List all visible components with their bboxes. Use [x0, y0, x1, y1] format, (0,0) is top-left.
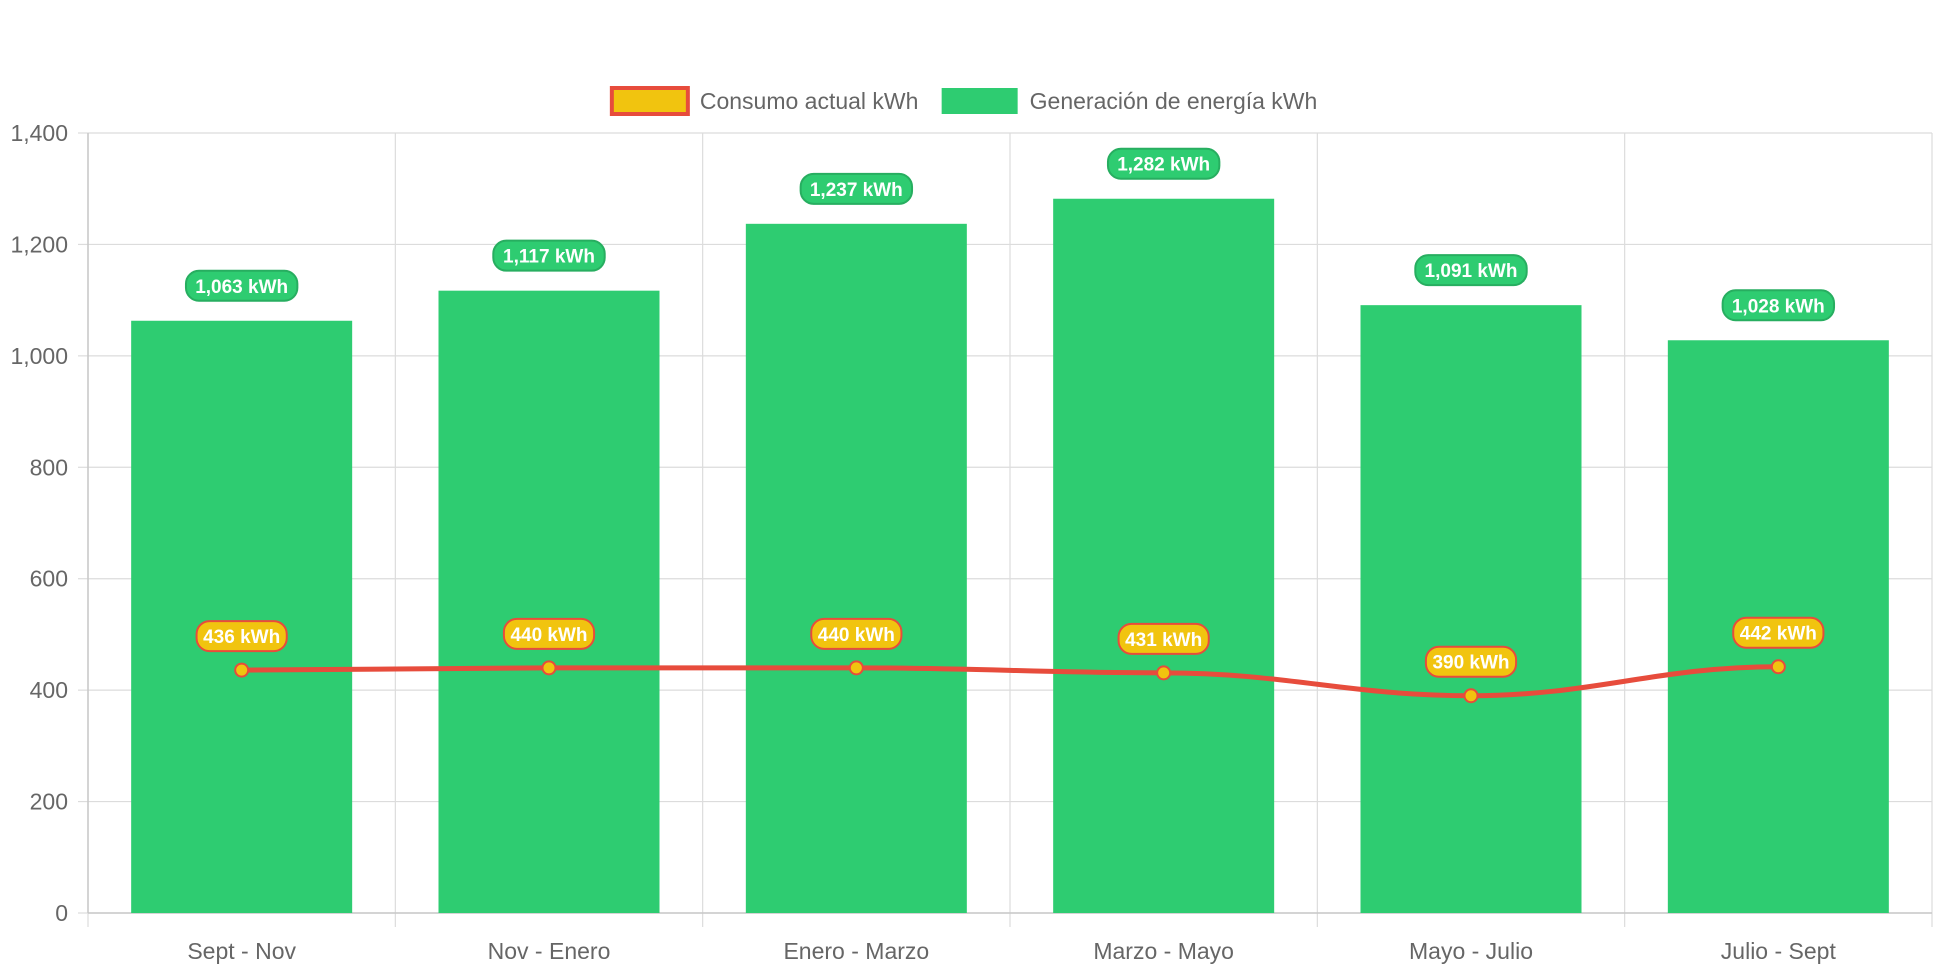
series-line — [241, 664, 1779, 699]
legend-swatch — [941, 88, 1018, 114]
x-tick-label: Sept - Nov — [187, 938, 296, 964]
line-data-label: 431 kWh — [1117, 622, 1210, 655]
line-data-label-box — [502, 617, 596, 650]
line-point — [541, 660, 557, 676]
legend-item[interactable]: Generación de energía kWh — [941, 88, 1318, 114]
bar-data-label-text: 1,091 kWh — [1425, 261, 1518, 282]
y-tick-label: 1,400 — [10, 120, 68, 146]
bar-data-label: 1,063 kWh — [184, 269, 299, 302]
bar-data-label-box — [1106, 147, 1221, 180]
legend-label: Generación de energía kWh — [1030, 88, 1318, 114]
bar — [1053, 198, 1275, 913]
bar-data-label-text: 1,028 kWh — [1732, 296, 1825, 317]
line-data-label-box — [810, 617, 903, 650]
line-point — [234, 662, 250, 678]
line-data-label-text: 440 kWh — [510, 625, 587, 646]
bar-data-label-text: 1,237 kWh — [810, 180, 903, 201]
y-tick-label: 600 — [30, 566, 68, 592]
y-tick-label: 800 — [30, 454, 68, 480]
data-labels: 1,063 kWh 1,117 kWh 1,237 kWh 1,282 kWh 1,09… — [184, 147, 1836, 678]
bar-data-label-text: 1,117 kWh — [503, 247, 595, 268]
bar-series — [131, 198, 1889, 914]
x-axis: Sept - Nov Nov - Enero Enero - Marzo Marzo … — [88, 912, 1932, 964]
x-tick-label: Mayo - Julio — [1409, 938, 1533, 964]
line-data-label-text: 390 kWh — [1432, 653, 1509, 674]
y-tick-label: 1,200 — [10, 231, 68, 257]
legend-label: Consumo actual kWh — [700, 88, 919, 114]
bar-data-label-box — [1721, 289, 1836, 322]
line-point — [1463, 688, 1479, 704]
line-data-label-text: 436 kWh — [203, 627, 280, 648]
bar-data-label: 1,028 kWh — [1721, 289, 1836, 322]
bar-data-label-box — [492, 239, 606, 272]
line-point — [1156, 665, 1172, 681]
bar-data-label-text: 1,282 kWh — [1117, 155, 1210, 176]
legend-item[interactable]: Consumo actual kWh — [609, 86, 919, 116]
line-data-label-box — [1424, 645, 1518, 678]
grid-lines — [87, 132, 1933, 927]
line-point — [848, 660, 864, 676]
line-data-label: 436 kWh — [195, 620, 288, 653]
bar-data-label-box — [799, 172, 914, 205]
line-data-label: 390 kWh — [1424, 645, 1518, 678]
bar-data-label: 1,282 kWh — [1106, 147, 1221, 180]
x-tick-label: Marzo - Mayo — [1093, 938, 1234, 964]
y-axis: 0 200 400 600 800 1,000 1,200 1,400 — [10, 120, 89, 926]
bar-data-label: 1,237 kWh — [799, 172, 914, 205]
line-data-label: 442 kWh — [1732, 616, 1825, 649]
x-tick-label: Enero - Marzo — [783, 938, 929, 964]
legend: Consumo actual kWh Generación de energía … — [609, 86, 1318, 116]
bar — [438, 290, 660, 914]
line-point — [1770, 659, 1786, 675]
line-data-label: 440 kWh — [502, 617, 596, 650]
y-tick-label: 200 — [30, 789, 68, 815]
line-data-label-box — [1117, 622, 1210, 655]
y-tick-label: 0 — [55, 900, 68, 926]
bar — [1360, 305, 1582, 914]
line-data-label-box — [1732, 616, 1825, 649]
y-tick-label: 1,000 — [10, 343, 68, 369]
bar-data-label-box — [184, 269, 299, 302]
bar — [745, 223, 967, 914]
line-data-label-text: 442 kWh — [1740, 624, 1817, 645]
x-tick-label: Nov - Enero — [488, 938, 611, 964]
line-series — [234, 659, 1786, 704]
line-data-label-box — [195, 620, 288, 653]
line-data-label-text: 440 kWh — [818, 625, 895, 646]
line-data-label-text: 431 kWh — [1125, 630, 1202, 651]
bar-data-label: 1,117 kWh — [492, 239, 606, 272]
y-tick-label: 400 — [30, 677, 68, 703]
bar-data-label: 1,091 kWh — [1414, 254, 1528, 287]
legend-swatch — [609, 86, 690, 116]
bar — [131, 320, 353, 913]
bar-data-label-text: 1,063 kWh — [195, 277, 288, 298]
x-tick-label: Julio - Sept — [1721, 938, 1837, 964]
line-data-label: 440 kWh — [810, 617, 903, 650]
bar-data-label-box — [1414, 254, 1528, 287]
